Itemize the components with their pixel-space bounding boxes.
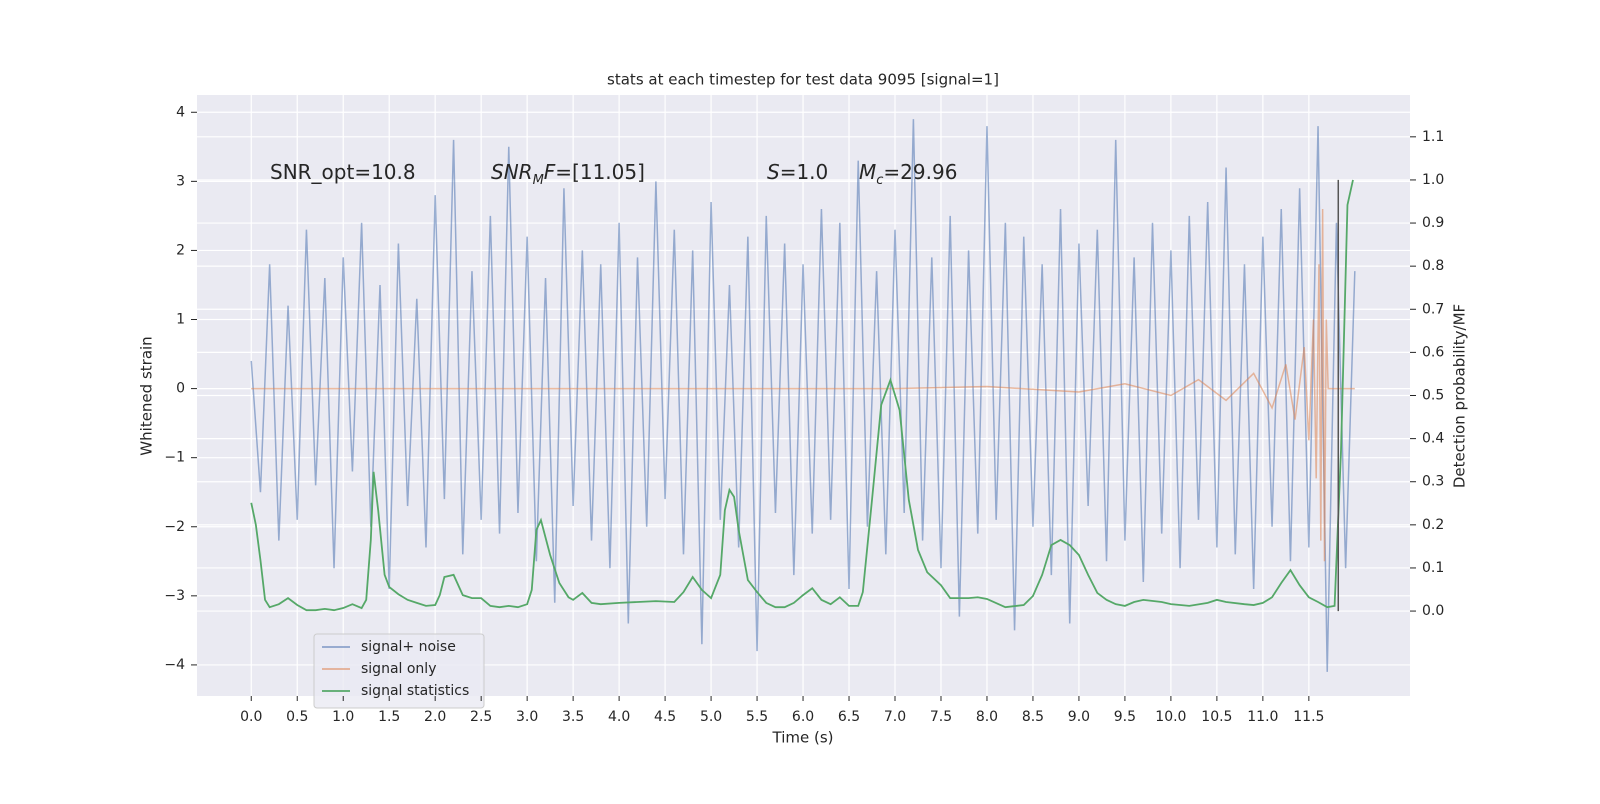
y-tick-label: −3 (164, 588, 185, 604)
y2-tick-label: 0.7 (1422, 301, 1444, 317)
y-tick-label: 3 (176, 173, 185, 189)
x-tick-label: 6.5 (838, 709, 860, 725)
y2-tick-label: 1.1 (1422, 129, 1444, 145)
y2-axis-label: Detection probability/MF (1451, 304, 1469, 488)
x-tick-label: 7.5 (930, 709, 952, 725)
x-tick-label: 3.5 (562, 709, 584, 725)
y-tick-label: −1 (164, 450, 185, 466)
x-tick-label: 6.0 (792, 709, 814, 725)
annotation: SNRMF=[11.05] (491, 160, 645, 189)
chart-title: stats at each timestep for test data 909… (607, 71, 999, 89)
y2-tick-label: 0.3 (1422, 474, 1444, 490)
x-tick-label: 9.5 (1114, 709, 1136, 725)
legend-label: signal only (361, 661, 436, 677)
x-tick-label: 0.0 (240, 709, 262, 725)
legend: signal+ noise signal only signal statistic… (313, 633, 485, 709)
y-tick-label: 1 (176, 312, 185, 328)
annotation: SNR_opt=10.8 (270, 160, 416, 184)
x-tick-label: 8.0 (976, 709, 998, 725)
y2-tick-label: 0.4 (1422, 431, 1444, 447)
annotation: Mc=29.96 (859, 160, 957, 189)
y2-tick-label: 0.8 (1422, 258, 1444, 274)
x-tick-label: 0.5 (286, 709, 308, 725)
y-tick-label: 0 (176, 381, 185, 397)
series-line (251, 208, 1355, 562)
y2-tick-label: 0.5 (1422, 388, 1444, 404)
y2-tick-label: 0.9 (1422, 215, 1444, 231)
x-tick-label: 7.0 (884, 709, 906, 725)
y2-tick-label: 0.0 (1422, 603, 1444, 619)
y-tick-label: −4 (164, 657, 185, 673)
y2-tick-label: 0.6 (1422, 344, 1444, 360)
x-tick-label: 8.5 (1022, 709, 1044, 725)
x-tick-label: 9.0 (1068, 709, 1090, 725)
x-tick-label: 1.5 (378, 709, 400, 725)
legend-box (313, 633, 485, 709)
annotation-text: M (859, 160, 876, 184)
x-tick-label: 4.0 (608, 709, 630, 725)
series-layer (250, 119, 1356, 672)
x-tick-label: 2.0 (424, 709, 446, 725)
y-tick-label: 2 (176, 242, 185, 258)
legend-label: signal+ noise (361, 639, 456, 655)
annotation-text: =[11.05] (555, 160, 645, 184)
y-axis-label: Whitened strain (138, 336, 156, 455)
annotation-text: =1.0 (780, 160, 829, 184)
x-tick-label: 5.0 (700, 709, 722, 725)
annotation: S=1.0 (767, 160, 828, 184)
x-tick-label: 5.5 (746, 709, 768, 725)
y-tick-label: 4 (176, 104, 185, 120)
x-tick-label: 11.0 (1247, 709, 1278, 725)
x-tick-label: 11.5 (1293, 709, 1324, 725)
legend-label: signal statistics (361, 683, 469, 699)
annotation-text: SNR_opt=10.8 (270, 160, 416, 184)
annotation-subscript: M (533, 173, 544, 188)
y2-tick-label: 1.0 (1422, 172, 1444, 188)
annotation-subscript: c (876, 173, 883, 188)
x-tick-label: 2.5 (470, 709, 492, 725)
x-tick-label: 4.5 (654, 709, 676, 725)
y2-tick-label: 0.1 (1422, 560, 1444, 576)
x-tick-label: 10.0 (1155, 709, 1186, 725)
x-tick-label: 1.0 (332, 709, 354, 725)
annotation-text: SNR (491, 160, 533, 184)
x-tick-label: 10.5 (1201, 709, 1232, 725)
series-line (250, 179, 1354, 612)
series-line (250, 119, 1356, 672)
annotation-text: S (767, 160, 780, 184)
y-tick-label: −2 (164, 519, 185, 535)
y2-tick-label: 0.2 (1422, 517, 1444, 533)
annotation-text: F (544, 160, 556, 184)
x-tick-label: 3.0 (516, 709, 538, 725)
x-axis-label: Time (s) (772, 729, 834, 747)
annotation-text: =29.96 (883, 160, 957, 184)
